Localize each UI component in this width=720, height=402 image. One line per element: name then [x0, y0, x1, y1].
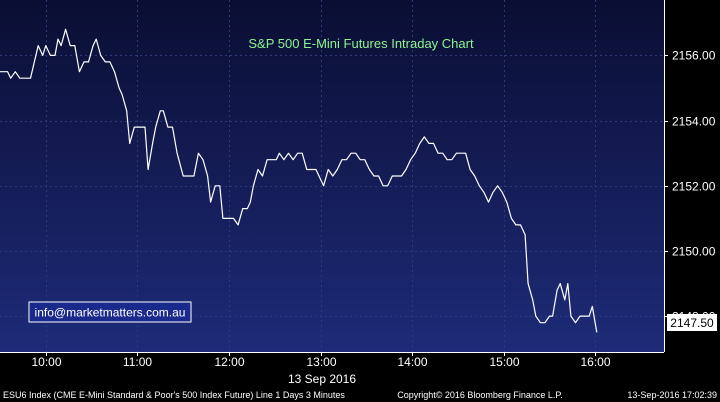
source-label: info@marketmatters.com.au — [35, 306, 186, 320]
last-value-label: 2147.50 — [670, 316, 714, 330]
y-tick-label: 2152.00 — [672, 180, 716, 194]
last-value-box — [667, 314, 717, 331]
x-tick-label: 12:00 — [214, 355, 244, 369]
x-tick-label: 10:00 — [31, 355, 61, 369]
series-line — [0, 28, 598, 333]
price-line-layer — [0, 28, 598, 333]
x-axis-ticks: 10:00 11:00 12:00 13:00 14:00 15:00 16:00 — [31, 352, 611, 369]
y-tick-label: 2154.00 — [672, 115, 716, 129]
x-tick-label: 16:00 — [580, 355, 610, 369]
chart-title: S&P 500 E-Mini Futures Intraday Chart — [248, 36, 474, 51]
footer-left-text: ESU6 Index (CME E-Mini Standard & Poor's… — [3, 390, 345, 400]
footer-right-text: 13-Sep-2016 17:02:39 — [627, 390, 717, 400]
footer-center-text: Copyright© 2016 Bloomberg Finance L.P. — [397, 390, 563, 400]
date-label: 13 Sep 2016 — [288, 372, 356, 386]
x-tick-label: 11:00 — [123, 355, 152, 369]
x-tick-label: 14:00 — [397, 355, 427, 369]
x-tick-label: 13:00 — [306, 355, 336, 369]
y-tick-label: 2150.00 — [672, 245, 716, 259]
source-label-box — [28, 301, 192, 323]
y-tick-label: 2156.00 — [672, 49, 716, 63]
x-tick-label: 15:00 — [489, 355, 519, 369]
plot-background — [0, 0, 664, 352]
grid-layer — [0, 0, 664, 352]
